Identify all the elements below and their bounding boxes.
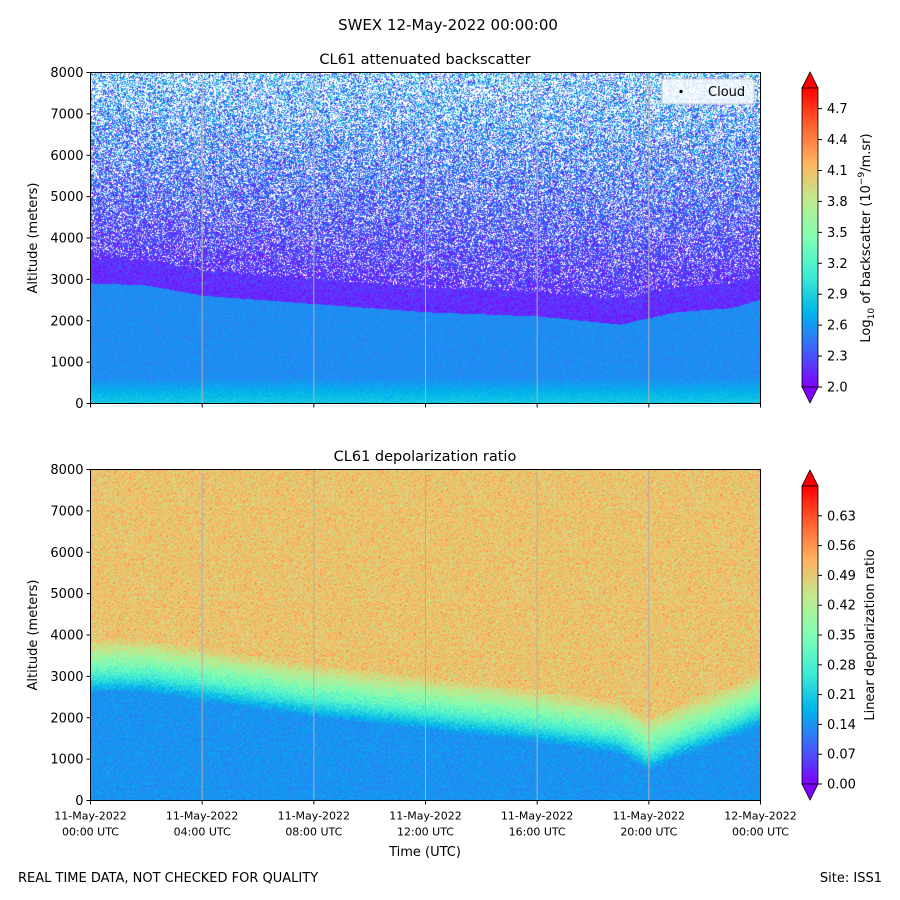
x-tick-date-label: 12-May-2022 (724, 810, 796, 823)
backscatter-legend: Cloud (661, 78, 755, 105)
depolarization-x-axis: 11-May-2022 00:00 UTC 11-May-2022 04:00 UTC… (54, 800, 797, 839)
colorbar-tick-label: 0.07 (827, 748, 856, 763)
y-tick-label: 7000 (50, 504, 83, 519)
x-tick-time-label: 00:00 UTC (732, 826, 789, 839)
backscatter-x-axis (90, 403, 761, 408)
colorbar-tick-label: 0.28 (827, 658, 856, 673)
y-tick-label: 5000 (50, 587, 83, 602)
backscatter-colorbar-label: Log10 of backscatter (10−9/m.sr) (857, 133, 877, 342)
y-tick-label: 8000 (50, 66, 83, 81)
colorbar-tick-label: 2.0 (827, 381, 848, 396)
site-label: Site: ISS1 (820, 871, 882, 886)
x-tick-date-label: 11-May-2022 (278, 810, 350, 823)
quality-disclaimer: REAL TIME DATA, NOT CHECKED FOR QUALITY (18, 871, 318, 886)
cloud-marker-icon (679, 89, 683, 94)
depolarization-title: CL61 depolarization ratio (334, 449, 517, 465)
x-tick-time-label: 12:00 UTC (397, 826, 454, 839)
x-tick-time-label: 00:00 UTC (62, 826, 119, 839)
colorbar-top-extend (801, 71, 819, 89)
depolarization-colorbar-ticks: 0.00 0.07 0.14 0.21 0.28 0.35 0.42 0.49 0.56 0.63 (818, 509, 856, 793)
colorbar-gradient (801, 87, 819, 388)
x-tick-time-label: 08:00 UTC (285, 826, 342, 839)
depolarization-colorbar-label: Linear depolarization ratio (863, 549, 878, 720)
depolarization-panel: CL61 depolarization ratio 0 1000 2000 3000 4… (26, 449, 878, 860)
colorbar-tick-label: 0.21 (827, 688, 856, 703)
legend-entry-cloud: Cloud (708, 85, 745, 100)
figure-title: SWEX 12-May-2022 00:00:00 (338, 16, 558, 34)
backscatter-title: CL61 attenuated backscatter (319, 52, 530, 68)
x-tick-time-label: 04:00 UTC (174, 826, 231, 839)
y-tick-label: 5000 (50, 190, 83, 205)
backscatter-colorbar: 2.0 2.3 2.6 2.9 3.2 3.5 3.8 4.1 4.4 4.7 Log10 of … (801, 71, 877, 404)
legend-box (661, 78, 755, 105)
y-tick-label: 6000 (50, 149, 83, 164)
colorbar-tick-label: 0.35 (827, 629, 856, 644)
y-tick-label: 6000 (50, 546, 83, 561)
depolarization-time-gridlines (201, 469, 650, 801)
x-tick-date-label: 11-May-2022 (54, 810, 126, 823)
backscatter-y-axis: 0 1000 2000 3000 4000 5000 6000 7000 8000 (50, 66, 91, 412)
colorbar-tick-label: 4.4 (827, 133, 848, 148)
colorbar-tick-label: 2.6 (827, 319, 848, 334)
y-tick-label: 4000 (50, 629, 83, 644)
y-tick-label: 8000 (50, 463, 83, 478)
colorbar-tick-label: 4.7 (827, 102, 848, 117)
x-tick-date-label: 11-May-2022 (613, 810, 685, 823)
backscatter-colorbar-ticks: 2.0 2.3 2.6 2.9 3.2 3.5 3.8 4.1 4.4 4.7 (818, 102, 848, 396)
colorbar-tick-label: 0.63 (827, 509, 856, 524)
depolarization-x-axis-label: Time (UTC) (388, 845, 461, 860)
y-tick-label: 1000 (50, 356, 83, 371)
colorbar-bottom-extend (801, 783, 819, 801)
y-tick-label: 2000 (50, 711, 83, 726)
y-tick-label: 3000 (50, 273, 83, 288)
colorbar-top-extend (801, 469, 819, 487)
y-tick-label: 7000 (50, 107, 83, 122)
x-tick-time-label: 20:00 UTC (620, 826, 677, 839)
colorbar-tick-label: 0.42 (827, 599, 856, 614)
y-tick-label: 1000 (50, 753, 83, 768)
y-tick-label: 4000 (50, 232, 83, 247)
x-tick-date-label: 11-May-2022 (501, 810, 573, 823)
colorbar-gradient (801, 485, 819, 785)
x-tick-date-label: 11-May-2022 (166, 810, 238, 823)
colorbar-tick-label: 0.00 (827, 778, 856, 793)
colorbar-tick-label: 2.3 (827, 350, 848, 365)
depolarization-y-axis: 0 1000 2000 3000 4000 5000 6000 7000 8000 (50, 463, 91, 809)
backscatter-time-gridlines (201, 72, 650, 404)
colorbar-tick-label: 0.14 (827, 718, 856, 733)
colorbar-tick-label: 0.56 (827, 539, 856, 554)
depolarization-colorbar: 0.00 0.07 0.14 0.21 0.28 0.35 0.42 0.49 0.56 0.63… (801, 469, 878, 801)
colorbar-tick-label: 3.2 (827, 257, 848, 272)
backscatter-panel: CL61 attenuated backscatter 0 1000 2000 300… (26, 52, 877, 412)
x-tick-time-label: 16:00 UTC (509, 826, 566, 839)
y-tick-label: 0 (75, 794, 83, 809)
x-tick-date-label: 11-May-2022 (389, 810, 461, 823)
colorbar-tick-label: 2.9 (827, 288, 848, 303)
colorbar-bottom-extend (801, 386, 819, 404)
y-tick-label: 2000 (50, 314, 83, 329)
y-tick-label: 0 (75, 397, 83, 412)
backscatter-y-axis-label: Altitude (meters) (26, 183, 41, 294)
colorbar-tick-label: 3.8 (827, 195, 848, 210)
colorbar-tick-label: 0.49 (827, 569, 856, 584)
y-tick-label: 3000 (50, 670, 83, 685)
depolarization-y-axis-label: Altitude (meters) (26, 580, 41, 691)
colorbar-tick-label: 4.1 (827, 164, 848, 179)
colorbar-tick-label: 3.5 (827, 226, 848, 241)
